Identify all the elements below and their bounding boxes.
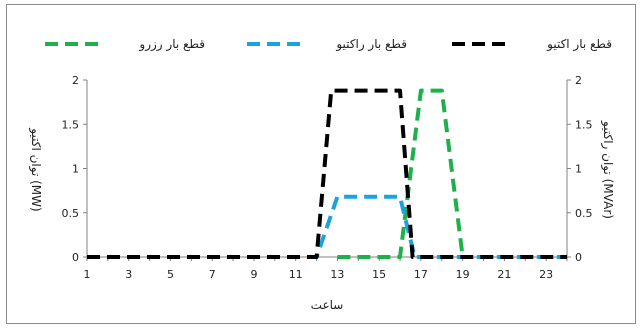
x-tick-label: 5 bbox=[167, 268, 174, 281]
x-tick-label: 21 bbox=[497, 268, 511, 281]
chart-frame bbox=[6, 4, 636, 324]
x-tick-label: 1 bbox=[84, 268, 91, 281]
x-axis-label: ساعت bbox=[311, 298, 344, 312]
y-tick-label-right: 0 bbox=[575, 251, 582, 264]
x-tick-label: 11 bbox=[289, 268, 303, 281]
x-tick-label: 9 bbox=[250, 268, 257, 281]
legend-label-2: قطع بار راکتیو bbox=[335, 37, 407, 52]
y-tick-label-left: 0 bbox=[72, 251, 79, 264]
y-tick-label-left: 2 bbox=[72, 74, 79, 87]
y-axis-label-right: توان راکتیو (MVAr) bbox=[600, 120, 615, 219]
x-tick-label: 17 bbox=[414, 268, 428, 281]
legend-label-3: قطع بار رزرو bbox=[138, 37, 205, 52]
y-axis-label-left: توان اکتیو (MW) bbox=[28, 127, 43, 211]
y-tick-label-left: 1.5 bbox=[62, 118, 80, 131]
legend-label-1: قطع بار اکتیو bbox=[546, 37, 612, 52]
x-tick-label: 13 bbox=[330, 268, 344, 281]
y-tick-label-left: 0.5 bbox=[62, 207, 80, 220]
x-tick-label: 15 bbox=[372, 268, 386, 281]
x-tick-label: 19 bbox=[456, 268, 470, 281]
y-tick-label-right: 0.5 bbox=[575, 207, 593, 220]
y-tick-label-right: 2 bbox=[575, 74, 582, 87]
y-tick-label-right: 1.5 bbox=[575, 118, 593, 131]
x-tick-label: 3 bbox=[125, 268, 132, 281]
y-tick-label-right: 1 bbox=[575, 163, 582, 176]
series-line-1 bbox=[87, 88, 567, 259]
axes: 0 00.5 0.51 11.5 1.52 21 3 5 7 9 11 13 15 17 19 21 23 bbox=[62, 74, 593, 281]
series-line-3 bbox=[337, 88, 465, 259]
x-tick-label: 7 bbox=[209, 268, 216, 281]
legend: قطع بار اکتیو قطع بار راکتیو قطع بار رزرو bbox=[45, 37, 612, 52]
series-line-2 bbox=[87, 194, 567, 259]
x-tick-label: 23 bbox=[539, 268, 553, 281]
plot-lines bbox=[87, 88, 567, 259]
y-tick-label-left: 1 bbox=[72, 163, 79, 176]
